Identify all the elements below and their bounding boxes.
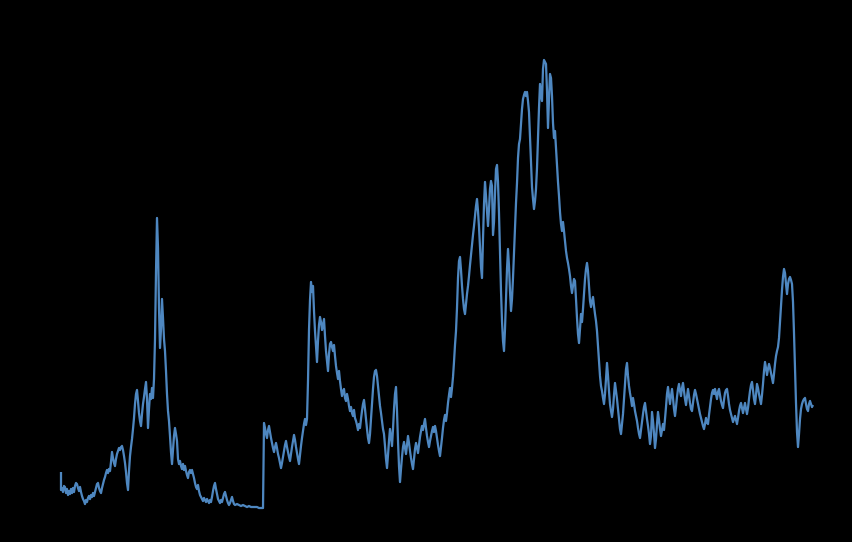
line-series (59, 58, 815, 510)
